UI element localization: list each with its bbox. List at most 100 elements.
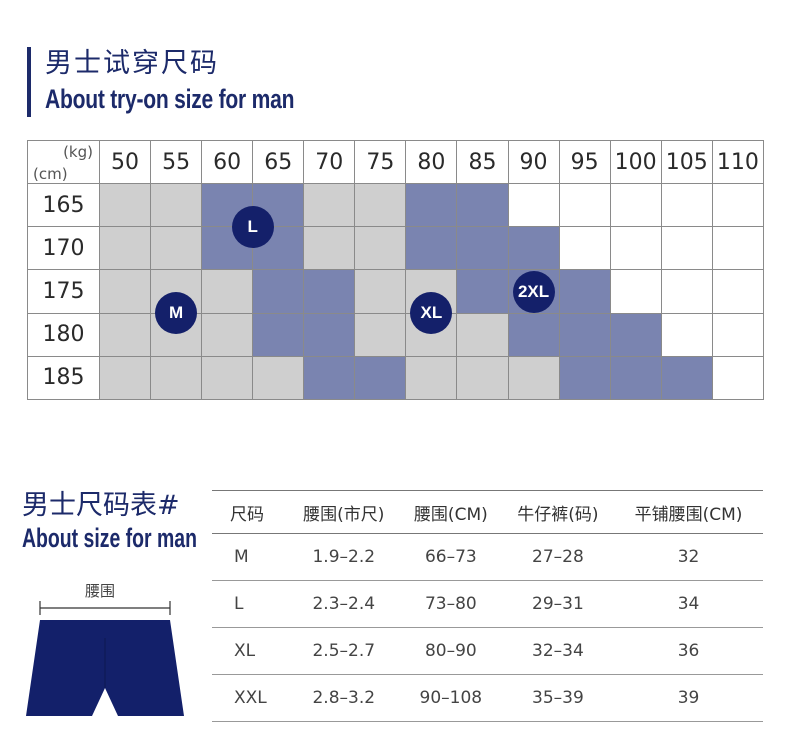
size-table-cell: 34: [614, 580, 763, 628]
fit-cell: [405, 355, 458, 401]
size-badge-l: L: [231, 205, 274, 248]
size-table-cell: XXL: [212, 674, 288, 722]
fit-cell: [507, 312, 560, 357]
size-table-cell: 39: [614, 674, 763, 722]
fit-cell: [98, 355, 152, 401]
fit-cell: [252, 269, 305, 314]
header-accent-bar: [27, 47, 31, 117]
weight-header-cell: 55: [150, 139, 203, 185]
fit-cell: [354, 226, 407, 271]
fit-cell: [558, 269, 611, 314]
size-table-col-header: 尺码: [212, 490, 288, 534]
fit-cell: [558, 226, 611, 271]
fit-cell: [150, 355, 203, 401]
size-table-col-header: 腰围(CM): [399, 490, 502, 534]
fit-cell: [98, 312, 152, 357]
fit-cell: [354, 183, 407, 228]
fit-cell: [558, 355, 611, 401]
fit-cell: [201, 312, 254, 357]
size-table-cell: XL: [212, 627, 288, 675]
height-header-cell: 185: [27, 355, 100, 401]
height-unit: (cm): [33, 165, 68, 183]
fit-chart-grid: (kg) (cm) 50 55 60 65 70 75 80 85 90 95 100 105 110 165…: [27, 139, 765, 401]
fit-cell: [660, 226, 713, 271]
fit-chart-title-en: About try-on size for man: [45, 84, 295, 114]
fit-cell: [660, 183, 713, 228]
fit-cell: [354, 269, 407, 314]
size-table-cell: 29–31: [501, 580, 615, 628]
size-table-row: XXL 2.8–3.2 90–108 35–39 39: [212, 674, 763, 722]
weight-header-cell: 65: [252, 139, 305, 185]
size-table-cell: M: [212, 533, 288, 581]
fit-cell: [711, 183, 765, 228]
fit-cell: [98, 183, 152, 228]
fit-cell: [456, 226, 509, 271]
weight-header-cell: 85: [456, 139, 509, 185]
weight-header-cell: 100: [609, 139, 662, 185]
size-table: 尺码 腰围(市尺) 腰围(CM) 牛仔裤(码) 平铺腰围(CM) M 1.9–2.2 66–…: [212, 490, 763, 722]
fit-cell: [405, 183, 458, 228]
waist-label: 腰围: [84, 582, 115, 600]
fit-cell: [354, 312, 407, 357]
size-table-row: XL 2.5–2.7 80–90 32–34 36: [212, 627, 763, 675]
fit-cell: [354, 355, 407, 401]
size-table-col-header: 腰围(市尺): [287, 490, 400, 534]
fit-cell: [252, 355, 305, 401]
weight-header-row: (kg) (cm) 50 55 60 65 70 75 80 85 90 95 100 105 110: [27, 139, 765, 185]
grid-corner: (kg) (cm): [27, 139, 100, 185]
size-table-cell: 32: [614, 533, 763, 581]
fit-cell: [558, 183, 611, 228]
fit-cell: [150, 183, 203, 228]
fit-cell: [456, 183, 509, 228]
size-table-cell: 2.8–3.2: [287, 674, 400, 722]
size-table-cell: 66–73: [399, 533, 502, 581]
fit-cell: [405, 226, 458, 271]
fit-cell: [303, 269, 356, 314]
size-table-cell: 73–80: [399, 580, 502, 628]
fit-cell: [456, 355, 509, 401]
height-row: 180: [27, 312, 765, 357]
height-header-cell: 175: [27, 269, 100, 314]
weight-header-cell: 50: [98, 139, 152, 185]
weight-header-cell: 110: [711, 139, 765, 185]
fit-cell: [609, 226, 662, 271]
weight-header-cell: 60: [201, 139, 254, 185]
size-table-cell: 35–39: [501, 674, 615, 722]
height-row: 170: [27, 226, 765, 271]
size-badge-2xl: 2XL: [512, 270, 555, 313]
size-table-cell: 27–28: [501, 533, 615, 581]
size-table-col-header: 平铺腰围(CM): [614, 490, 763, 534]
fit-cell: [98, 269, 152, 314]
size-table-cell: 90–108: [399, 674, 502, 722]
fit-cell: [201, 269, 254, 314]
shorts-icon: [26, 601, 184, 716]
weight-header-cell: 75: [354, 139, 407, 185]
fit-cell: [660, 355, 713, 401]
weight-header-cell: 105: [660, 139, 713, 185]
fit-cell: [711, 312, 765, 357]
height-row: 185: [27, 355, 765, 401]
height-row: 175: [27, 269, 765, 314]
weight-header-cell: 95: [558, 139, 611, 185]
height-row: 165: [27, 183, 765, 228]
fit-cell: [456, 269, 509, 314]
height-header-cell: 165: [27, 183, 100, 228]
fit-cell: [456, 312, 509, 357]
fit-cell: [711, 269, 765, 314]
weight-header-cell: 70: [303, 139, 356, 185]
fit-cell: [507, 226, 560, 271]
size-table-cell: 2.5–2.7: [287, 627, 400, 675]
size-table-col-header: 牛仔裤(码): [501, 490, 615, 534]
fit-cell: [507, 183, 560, 228]
size-table-cell: 80–90: [399, 627, 502, 675]
fit-cell: [201, 183, 254, 228]
height-header-cell: 180: [27, 312, 100, 357]
fit-cell: [303, 183, 356, 228]
fit-cell: [609, 269, 662, 314]
fit-cell: [507, 355, 560, 401]
fit-cell: [609, 355, 662, 401]
size-table-cell: 2.3–2.4: [287, 580, 400, 628]
size-table-row: L 2.3–2.4 73–80 29–31 34: [212, 580, 763, 628]
size-chart-title-cn: 男士尺码表#: [22, 490, 180, 521]
fit-cell: [711, 226, 765, 271]
